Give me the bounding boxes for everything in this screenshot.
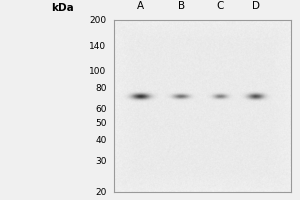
Text: 100: 100 [89, 67, 106, 76]
Text: 30: 30 [95, 157, 106, 166]
Text: 80: 80 [95, 84, 106, 93]
Text: 20: 20 [95, 188, 106, 197]
Text: 140: 140 [89, 42, 106, 51]
Text: B: B [178, 1, 185, 11]
Text: 50: 50 [95, 119, 106, 128]
Text: C: C [217, 1, 224, 11]
Text: 40: 40 [95, 136, 106, 145]
Text: 60: 60 [95, 105, 106, 114]
Text: A: A [137, 1, 144, 11]
Text: 200: 200 [89, 16, 106, 25]
Text: kDa: kDa [51, 3, 74, 13]
Text: D: D [252, 1, 260, 11]
